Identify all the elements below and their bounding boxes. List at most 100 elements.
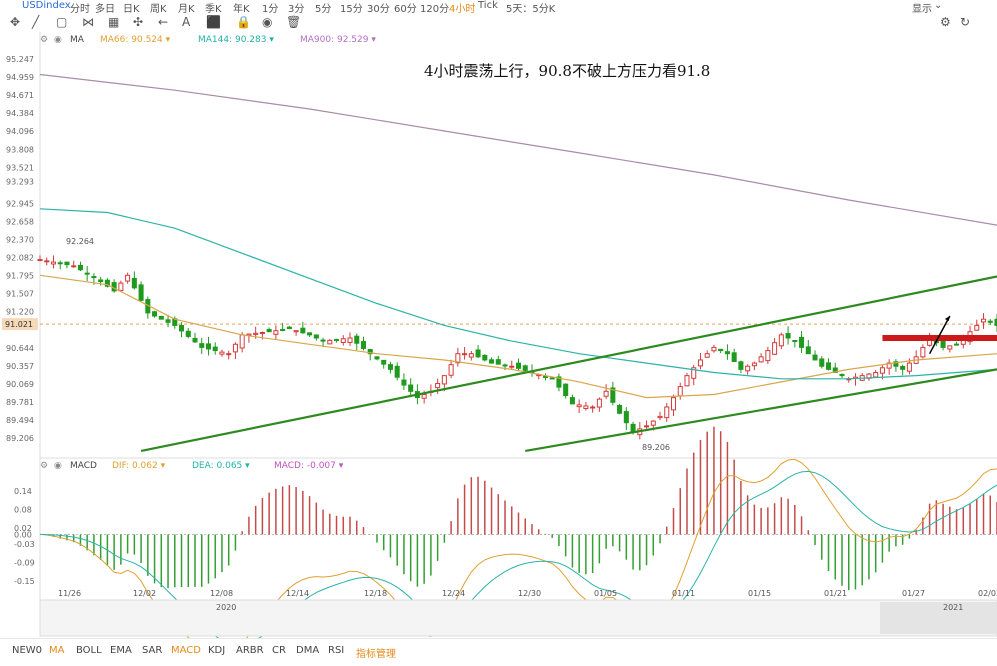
- indicator-tab-5[interactable]: MACD: [171, 645, 201, 656]
- indicator-tab-3[interactable]: EMA: [110, 645, 132, 656]
- current-price-tag: [2, 318, 38, 331]
- indicator-tab-4[interactable]: SAR: [142, 645, 163, 656]
- x-tick-label: 11/26: [58, 589, 81, 598]
- period-5[interactable]: 季K: [205, 4, 222, 15]
- eye-icon[interactable]: ◉: [262, 15, 273, 29]
- candle: [603, 390, 609, 397]
- crosshair-icon[interactable]: ✥: [10, 15, 21, 29]
- low-label: 89.206: [642, 443, 670, 452]
- candle: [745, 365, 751, 372]
- y-tick-label: 94.384: [6, 109, 34, 118]
- grid-tool-icon[interactable]: ▦: [108, 15, 120, 29]
- candle: [549, 377, 555, 380]
- ma-name[interactable]: MA: [70, 35, 84, 45]
- candle: [185, 330, 191, 337]
- period-11[interactable]: 30分: [367, 4, 390, 15]
- candle: [179, 324, 185, 332]
- period-2[interactable]: 日K: [123, 4, 140, 15]
- period-12[interactable]: 60分: [394, 4, 417, 15]
- move-tool-icon[interactable]: ✣: [133, 15, 144, 29]
- candle: [569, 397, 575, 405]
- eye-icon[interactable]: ◉: [54, 461, 62, 471]
- period-4[interactable]: 月K: [178, 4, 195, 15]
- year-label: 2021: [943, 603, 963, 612]
- period-9[interactable]: 5分: [315, 4, 332, 15]
- indicator-tab-8[interactable]: CR: [272, 645, 286, 656]
- candle: [158, 315, 164, 320]
- macd-tick-label: -0.15: [14, 577, 35, 586]
- gear-icon[interactable]: ⚙: [40, 35, 49, 45]
- candle: [772, 342, 778, 355]
- candle: [232, 343, 238, 353]
- gear-icon[interactable]: ⚙: [40, 461, 49, 471]
- period-16[interactable]: 5天：5分K: [506, 4, 556, 15]
- candle: [664, 406, 670, 419]
- candle: [900, 365, 906, 370]
- candle: [334, 338, 340, 341]
- candle: [515, 362, 522, 369]
- period-15[interactable]: Tick: [478, 0, 498, 11]
- candle: [704, 353, 710, 358]
- fork-tool-icon[interactable]: ⋈: [82, 15, 94, 29]
- indicator-tab-1[interactable]: MA: [49, 645, 65, 656]
- period-13[interactable]: 120分: [420, 4, 450, 15]
- period-1[interactable]: 多日: [95, 4, 115, 15]
- x-tick-label: 01/05: [594, 589, 617, 598]
- symbol-label[interactable]: USDindex: [22, 0, 71, 11]
- text-tool-icon[interactable]: A: [182, 15, 191, 29]
- indicator-tab-11[interactable]: 指标管理: [356, 649, 396, 660]
- arrow-tool-icon[interactable]: ←: [158, 15, 169, 29]
- candle: [758, 356, 764, 363]
- period-3[interactable]: 周K: [150, 4, 167, 15]
- candle: [947, 345, 953, 350]
- indicator-tab-10[interactable]: RSI: [328, 645, 345, 656]
- indicator-tab-0[interactable]: NEW0: [12, 645, 43, 656]
- candle: [677, 386, 683, 397]
- trend-line-1: [525, 368, 997, 453]
- macd-tick-label: 0.08: [14, 506, 32, 515]
- display-menu[interactable]: 显示: [912, 4, 932, 15]
- eye-icon[interactable]: ◉: [54, 35, 62, 45]
- rectangle-tool-icon[interactable]: ▢: [56, 15, 68, 29]
- lock-icon[interactable]: 🔒: [236, 15, 251, 29]
- navigator-window: [880, 602, 997, 634]
- x-tick-label: 12/18: [364, 589, 387, 598]
- period-6[interactable]: 年K: [233, 4, 250, 15]
- period-14[interactable]: 4小时: [449, 4, 476, 15]
- candle: [354, 335, 360, 344]
- delete-icon[interactable]: 🗑: [286, 15, 302, 29]
- candle: [718, 348, 724, 352]
- indicator-tab-2[interactable]: BOLL: [76, 645, 102, 656]
- candle: [886, 362, 892, 369]
- candle: [367, 349, 373, 355]
- candle: [650, 420, 656, 426]
- ma-legend: ⚙ ◉ MA MA66: 90.524 ▾ MA144: 90.283 ▾ MA900: …: [0, 34, 997, 48]
- candle: [987, 320, 993, 323]
- period-0[interactable]: 分时: [70, 4, 90, 15]
- candle: [84, 272, 90, 275]
- candle: [805, 346, 811, 355]
- chevron-down-icon[interactable]: ⌄: [934, 0, 943, 11]
- candle: [44, 260, 50, 263]
- palette-icon[interactable]: ⬛: [206, 15, 221, 29]
- macd-name[interactable]: MACD: [70, 461, 97, 471]
- candle: [219, 351, 225, 355]
- period-8[interactable]: 3分: [288, 4, 305, 15]
- period-7[interactable]: 1分: [262, 4, 279, 15]
- indicator-tab-9[interactable]: DMA: [296, 645, 320, 656]
- macd-tick-label: 0.14: [14, 487, 32, 496]
- candle: [50, 261, 57, 265]
- y-tick-label: 92.658: [6, 217, 34, 226]
- refresh-icon[interactable]: ↻: [960, 15, 971, 29]
- candle: [387, 364, 393, 370]
- candle: [441, 375, 447, 385]
- candle: [812, 354, 818, 361]
- indicator-tab-7[interactable]: ARBR: [236, 645, 264, 656]
- candle: [64, 261, 70, 266]
- chart-area[interactable]: 95.247 94.959 94.671 94.384 94.096 93.808 93.5…: [0, 32, 997, 638]
- y-tick-label: 90.644: [6, 344, 34, 353]
- indicator-tab-6[interactable]: KDJ: [208, 645, 226, 656]
- line-tool-icon[interactable]: ╱: [32, 15, 40, 29]
- period-10[interactable]: 15分: [340, 4, 363, 15]
- settings-icon[interactable]: ⚙: [940, 15, 951, 29]
